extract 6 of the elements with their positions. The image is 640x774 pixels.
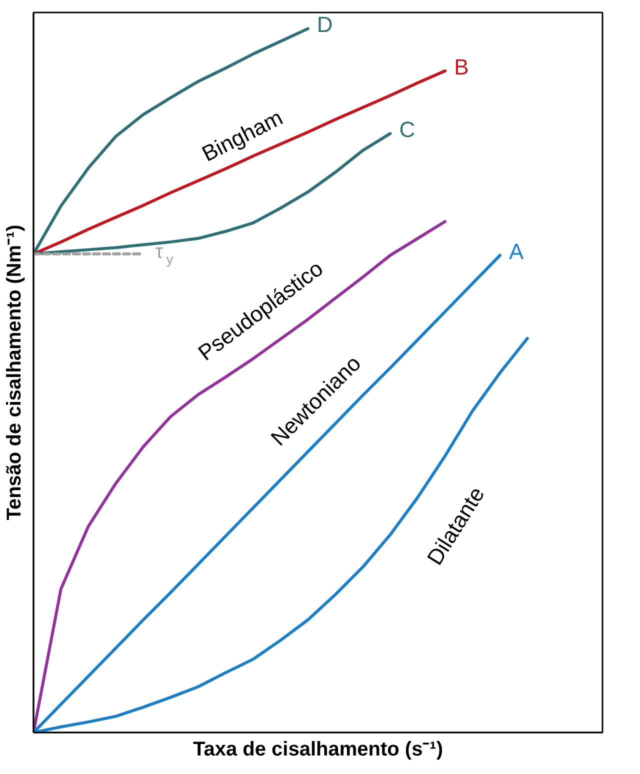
- series-label: A: [508, 238, 524, 264]
- series-label: C: [399, 117, 416, 142]
- series-label: D: [316, 12, 333, 38]
- series-label: B: [454, 54, 469, 80]
- x-axis-title: Taxa de cisalhamento (s⁻¹): [192, 738, 444, 760]
- y-axis-title: Tensão de cisalhamento (Nm⁻¹): [4, 224, 26, 520]
